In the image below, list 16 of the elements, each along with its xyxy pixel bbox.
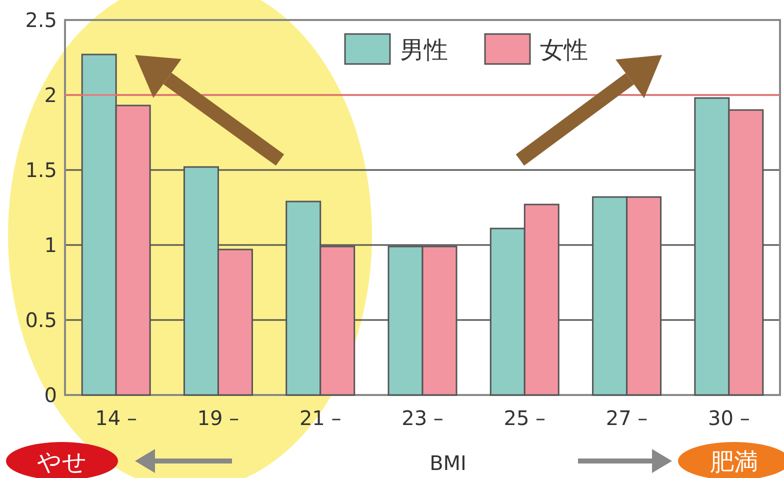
legend-label: 女性 xyxy=(540,36,588,64)
x-tick-label: 25 – xyxy=(504,406,546,430)
x-tick-label: 19 – xyxy=(197,406,240,430)
legend-label: 男性 xyxy=(400,36,448,64)
x-tick-label: 14 – xyxy=(95,406,137,430)
y-tick-label: 2 xyxy=(44,83,57,107)
x-axis-title: BMI xyxy=(430,451,466,475)
x-tick-label: 30 – xyxy=(708,406,750,430)
y-tick-label: 1 xyxy=(44,233,57,257)
x-tick-label: 23 – xyxy=(402,406,444,430)
y-tick-label: 2.5 xyxy=(25,8,57,32)
y-tick-label: 0.5 xyxy=(25,308,57,332)
text: やせ xyxy=(37,448,87,476)
text: 肥満 xyxy=(710,448,758,476)
y-tick-label: 1.5 xyxy=(25,158,57,182)
x-tick-label: 27 – xyxy=(606,406,648,430)
